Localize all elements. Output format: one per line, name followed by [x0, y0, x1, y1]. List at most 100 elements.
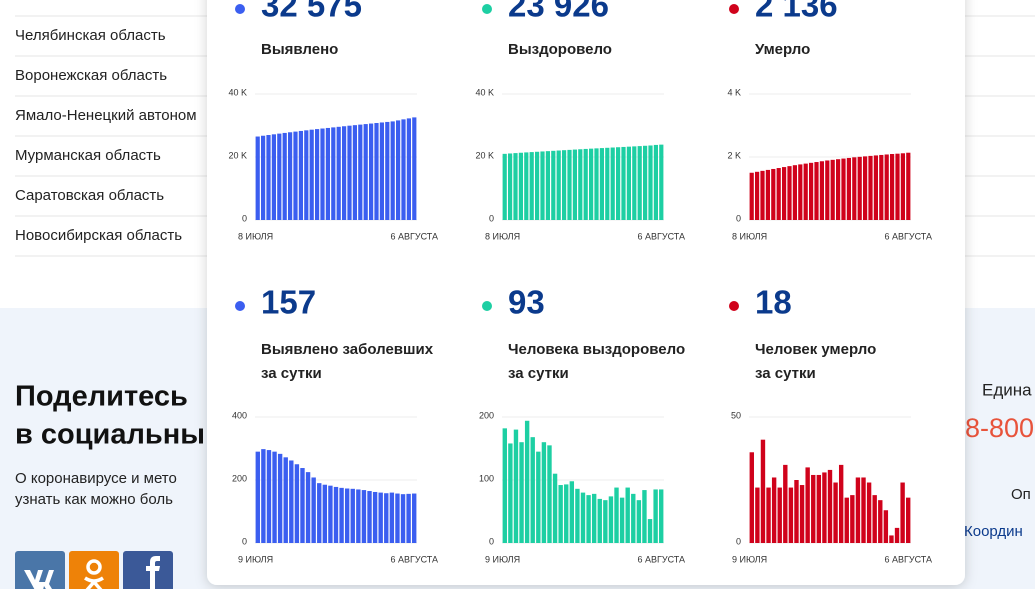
share-heading: в социальны: [15, 419, 205, 451]
bar: [803, 163, 808, 220]
bar: [288, 132, 293, 220]
legend-dot: [729, 301, 739, 311]
bar: [261, 449, 266, 543]
bar: [586, 495, 591, 543]
stat-label: Выявлено заболевших: [261, 341, 434, 358]
bar: [841, 158, 846, 220]
x-label: 8 ИЮЛЯ: [732, 231, 767, 241]
bar: [642, 490, 647, 543]
bar: [363, 124, 368, 220]
bar: [884, 154, 889, 220]
hotline-phone[interactable]: 8-800: [965, 413, 1034, 443]
stat-number: 157: [261, 284, 316, 321]
hotline-text: Оп: [1011, 486, 1031, 503]
bar: [659, 144, 664, 220]
bar: [311, 477, 316, 543]
bar: [551, 150, 556, 220]
bar: [625, 487, 630, 543]
stat-label: Человек умерло: [755, 341, 876, 358]
bar: [508, 443, 513, 543]
bar: [400, 494, 406, 543]
region-name: Ямало-Ненецкий автоном: [15, 107, 197, 124]
bar: [833, 482, 838, 543]
bar: [342, 126, 347, 220]
region-name: Челябинская область: [15, 27, 166, 44]
bar: [350, 488, 355, 543]
stat-label: за сутки: [261, 365, 322, 382]
stat-label: за сутки: [508, 365, 569, 382]
bar: [614, 487, 619, 543]
bar: [508, 153, 513, 220]
bar: [873, 155, 878, 220]
bar: [809, 162, 814, 220]
bar: [608, 496, 614, 543]
bar: [900, 482, 905, 543]
bar: [900, 153, 905, 220]
bar: [830, 159, 835, 220]
x-label: 9 ИЮЛЯ: [485, 554, 520, 564]
bar: [890, 154, 895, 220]
region-name: Мурманская область: [15, 147, 161, 164]
x-label: 6 АВГУСТА: [390, 231, 438, 241]
bar: [883, 510, 889, 543]
bar: [304, 130, 309, 220]
bar: [766, 487, 771, 543]
y-tick-label: 50: [731, 410, 741, 420]
ok-button[interactable]: [69, 551, 119, 589]
bar: [277, 133, 282, 220]
bar: [894, 527, 900, 543]
share-text: О коронавирусе и мето: [15, 470, 177, 487]
bar: [878, 500, 883, 543]
x-label: 6 АВГУСТА: [884, 554, 932, 564]
bar: [266, 135, 271, 220]
bar: [648, 145, 653, 220]
stat-number: 93: [508, 284, 545, 321]
bar: [838, 464, 844, 543]
y-tick-label: 0: [242, 536, 247, 546]
x-label: 6 АВГУСТА: [390, 554, 438, 564]
x-label: 8 ИЮЛЯ: [485, 231, 520, 241]
bar: [889, 535, 894, 543]
bar: [589, 148, 594, 220]
legend-dot: [235, 4, 245, 14]
bar: [616, 147, 621, 220]
bar: [261, 135, 266, 220]
bar: [352, 125, 357, 220]
y-tick-label: 200: [232, 473, 247, 483]
y-tick-label: 0: [489, 536, 494, 546]
bar: [799, 485, 805, 543]
x-label: 9 ИЮЛЯ: [732, 554, 767, 564]
hotline-link[interactable]: Координ: [964, 523, 1023, 540]
stat-label: Человека выздоровело: [508, 341, 685, 358]
bar: [776, 168, 781, 220]
bar: [605, 147, 610, 220]
share-buttons[interactable]: [15, 551, 173, 589]
bar: [266, 450, 272, 543]
bar: [653, 144, 658, 220]
bar: [788, 487, 794, 543]
y-tick-label: 20 K: [475, 150, 494, 160]
bar: [320, 128, 325, 220]
bar: [771, 477, 777, 543]
bar: [552, 473, 558, 543]
bar: [300, 468, 305, 543]
bar: [749, 172, 754, 220]
bar: [755, 171, 760, 220]
bar: [782, 167, 787, 220]
bar: [850, 495, 855, 543]
bar: [637, 146, 642, 220]
bar: [524, 152, 529, 220]
bar: [524, 420, 530, 543]
bar: [545, 151, 550, 220]
bar: [825, 160, 830, 220]
bar: [513, 153, 518, 220]
bar: [594, 148, 599, 220]
region-name: Ростовская область: [15, 0, 154, 4]
region-name: Воронежская область: [15, 67, 167, 84]
bar: [385, 121, 390, 220]
bar: [631, 493, 636, 543]
x-label: 6 АВГУСТА: [884, 231, 932, 241]
bar: [333, 486, 339, 543]
bar: [653, 489, 658, 543]
